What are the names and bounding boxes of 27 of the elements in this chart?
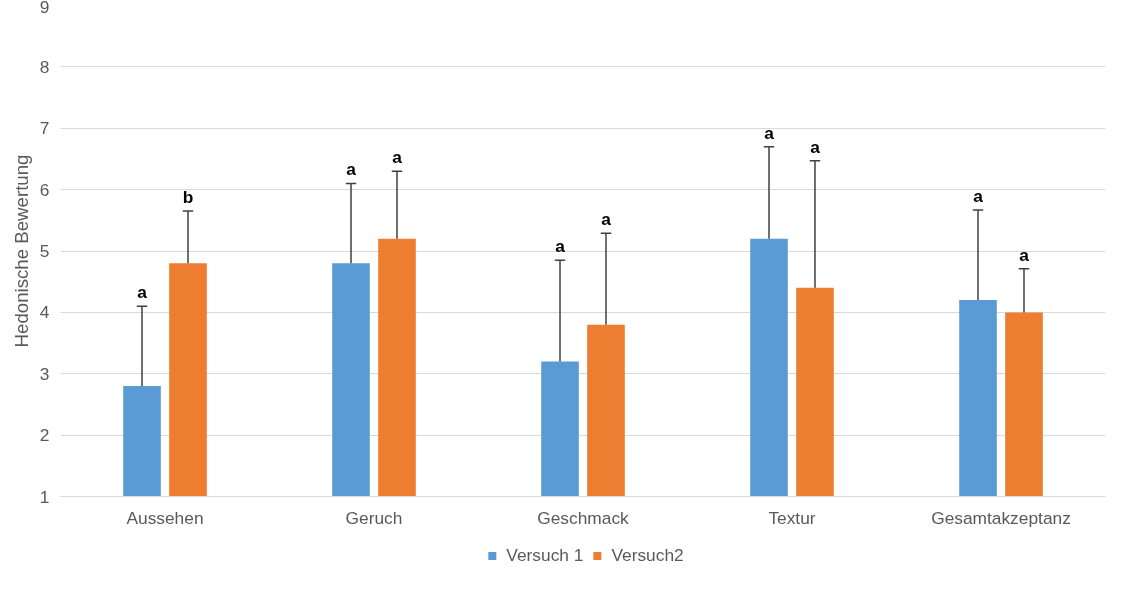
annotation: a	[973, 185, 984, 206]
y-tick-label: 3	[39, 363, 50, 384]
y-tick-label: 1	[39, 486, 50, 507]
y-axis-title: Hedonische Bewertung	[10, 154, 32, 348]
x-tick-label: Geschmack	[537, 507, 630, 528]
annotation: a	[555, 236, 566, 257]
x-tick-label: Aussehen	[126, 507, 204, 528]
annotation: a	[137, 282, 148, 303]
y-tick-label: 5	[39, 241, 50, 261]
y-tick-label: 7	[39, 118, 50, 139]
annotation: a	[346, 159, 357, 180]
x-tick-label: Gesamtakzeptanz	[931, 507, 1071, 528]
annotation: a	[1019, 244, 1030, 265]
y-tick-label: 8	[39, 56, 50, 77]
x-tick-label: Textur	[768, 507, 816, 528]
annotation: a	[764, 122, 775, 143]
annotation: a	[392, 147, 403, 168]
y-tick-label: 6	[39, 179, 50, 200]
x-tick-label: Geruch	[345, 507, 403, 528]
annotation: a	[601, 209, 612, 230]
annotation: b	[182, 187, 194, 208]
annotation: a	[810, 136, 821, 157]
legend-label: Versuch 1	[506, 544, 584, 566]
y-tick-label: 2	[39, 425, 50, 446]
legend-label: Versuch2	[611, 544, 684, 566]
y-tick-label: 4	[39, 302, 50, 323]
y-tick-label: 9	[39, 0, 50, 17]
